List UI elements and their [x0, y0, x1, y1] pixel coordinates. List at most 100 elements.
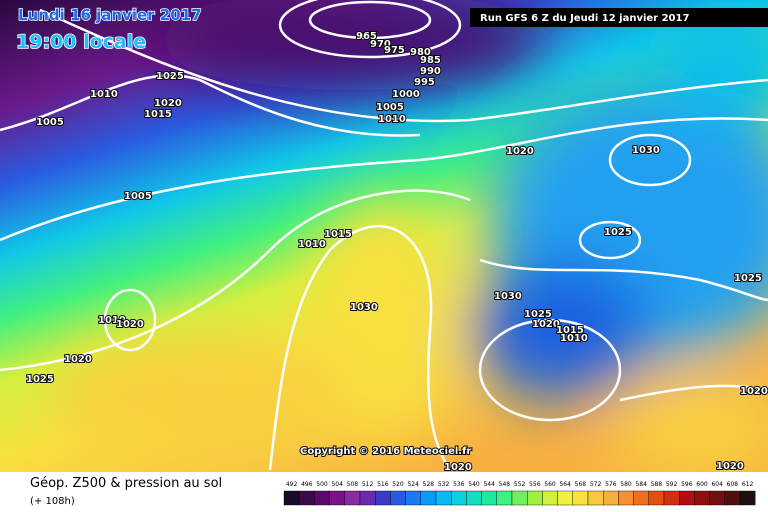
colorbar-label: 544 — [483, 481, 495, 488]
copyright: Copyright © 2016 Meteociel.fr — [300, 446, 471, 457]
isobar-label: 970 — [370, 39, 391, 50]
colorbar-swatch — [435, 490, 452, 506]
colorbar-swatch — [329, 490, 346, 506]
isobar-label: 990 — [420, 66, 441, 77]
colorbar-swatch — [709, 490, 725, 506]
colorbar-swatch — [633, 490, 649, 506]
isobar-label: 1020 — [64, 354, 92, 365]
colorbar-swatch — [314, 490, 330, 506]
colorbar-label: 560 — [544, 481, 556, 488]
colorbar-label: 604 — [711, 481, 723, 488]
isobar-label: 1020 — [154, 98, 182, 109]
isobar-label: 975 — [384, 45, 405, 56]
isobar-label: 1010 — [98, 315, 126, 326]
colorbar-label: 592 — [666, 481, 678, 488]
colorbar-swatch — [724, 490, 741, 506]
colorbar-swatch — [511, 490, 528, 506]
isobar-label: 1025 — [156, 71, 184, 82]
colorbar-label: 532 — [438, 481, 450, 488]
colorbar-label: 492 — [286, 481, 298, 488]
isobar-label: 980 — [410, 47, 431, 58]
colorbar-swatch — [481, 490, 498, 506]
isobar-label: 1010 — [378, 114, 406, 125]
colorbar-label: 536 — [453, 481, 465, 488]
caption-lead: (+ 108h) — [30, 496, 75, 507]
colorbar-label: 496 — [301, 481, 313, 488]
isobar-label: 965 — [356, 31, 377, 42]
colorbar-swatch — [390, 490, 406, 506]
colorbar-swatch — [451, 490, 467, 506]
colorbar-label: 504 — [331, 481, 343, 488]
date-label: Lundi 16 janvier 2017 — [18, 6, 202, 24]
colorbar-swatch — [739, 490, 756, 506]
colorbar-label: 548 — [499, 481, 511, 488]
colorbar-swatch — [663, 490, 680, 506]
colorbar-swatch — [618, 490, 634, 506]
run-label: Run GFS 6 Z du Jeudi 12 janvier 2017 — [480, 13, 689, 24]
colorbar-swatch — [679, 490, 695, 506]
isobar-label: 1000 — [392, 89, 420, 100]
colorbar-swatch — [648, 490, 665, 506]
colorbar-label: 584 — [635, 481, 647, 488]
colorbar-swatch — [572, 490, 589, 506]
isobar-label: 1030 — [350, 302, 378, 313]
colorbar-swatch — [557, 490, 573, 506]
colorbar-label: 600 — [696, 481, 708, 488]
colorbar-label: 528 — [423, 481, 435, 488]
isobar-label: 1025 — [524, 309, 552, 320]
isobar-label: 1020 — [444, 462, 472, 473]
isobar-label: 1015 — [324, 229, 352, 240]
isobar-label: 1030 — [632, 145, 660, 156]
isobar-label: 1020 — [506, 146, 534, 157]
colorbar-swatch — [542, 490, 558, 506]
colorbar-swatch — [527, 490, 543, 506]
isobar-label: 1025 — [26, 374, 54, 385]
isobar-label: 1020 — [740, 386, 768, 397]
colorbar-swatch — [496, 490, 513, 506]
colorbar-swatch — [283, 490, 300, 506]
isobar-label: 1030 — [494, 291, 522, 302]
time-label: 19:00 locale — [16, 31, 146, 53]
colorbar-swatch — [420, 490, 437, 506]
isobar-label: 1025 — [734, 273, 762, 284]
colorbar-label: 580 — [620, 481, 632, 488]
isobar-label: 995 — [414, 77, 435, 88]
isobar-label: 1020 — [716, 461, 744, 472]
isobar-label: 1005 — [36, 117, 64, 128]
colorbar-label: 612 — [742, 481, 754, 488]
colorbar-label: 568 — [575, 481, 587, 488]
colorbar-label: 576 — [605, 481, 617, 488]
colorbar-label: 540 — [468, 481, 480, 488]
colorbar-label: 516 — [377, 481, 389, 488]
colorbar-label: 588 — [651, 481, 663, 488]
caption-title: Géop. Z500 & pression au sol — [30, 476, 222, 491]
isobar-label: 1010 — [560, 333, 588, 344]
colorbar-label: 564 — [559, 481, 571, 488]
colorbar-swatch — [359, 490, 376, 506]
colorbar-label: 552 — [514, 481, 526, 488]
colorbar-swatch — [603, 490, 619, 506]
colorbar-swatch — [375, 490, 391, 506]
run-box — [470, 8, 768, 27]
colorbar-label: 572 — [590, 481, 602, 488]
isobar-label: 1005 — [124, 191, 152, 202]
colorbar-swatch — [405, 490, 422, 506]
isobar-label: 1020 — [532, 319, 560, 330]
colorbar-label: 520 — [392, 481, 404, 488]
colorbar-label: 524 — [407, 481, 419, 488]
isobar-label: 985 — [420, 55, 441, 66]
isobar-label: 1010 — [90, 89, 118, 100]
isobar-label: 1025 — [604, 227, 632, 238]
colorbar-label: 512 — [362, 481, 374, 488]
colorbar-label: 596 — [681, 481, 693, 488]
colorbar-swatch — [299, 490, 315, 506]
isobar-label: 1015 — [556, 325, 584, 336]
colorbar-label: 608 — [727, 481, 739, 488]
isobar-label: 1020 — [116, 319, 144, 330]
colorbar-swatch — [466, 490, 482, 506]
map-area — [0, 0, 768, 480]
isobar-label: 1010 — [298, 239, 326, 250]
colorbar-label: 500 — [316, 481, 328, 488]
isobar-label: 1005 — [376, 102, 404, 113]
